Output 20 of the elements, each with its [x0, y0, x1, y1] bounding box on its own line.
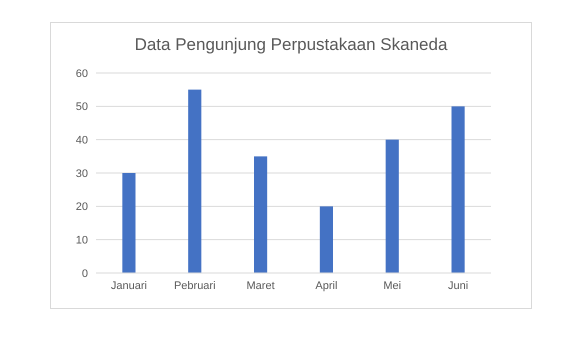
bar — [320, 206, 333, 273]
bar — [122, 173, 136, 273]
x-tick-label: Maret — [246, 280, 275, 292]
y-tick-label: 10 — [76, 234, 88, 247]
y-tick-label: 0 — [82, 268, 88, 280]
x-tick-label: April — [315, 280, 338, 292]
x-tick-label: Pebruari — [174, 280, 216, 292]
y-tick-label: 40 — [76, 134, 88, 147]
y-tick-label: 60 — [76, 68, 88, 80]
y-tick-label: 20 — [76, 201, 88, 214]
bar — [452, 106, 465, 273]
x-tick-label: Januari — [110, 280, 147, 292]
x-tick-label: Mei — [383, 280, 402, 292]
x-tick-label: Juni — [448, 280, 468, 292]
y-tick-label: 50 — [76, 101, 88, 114]
bar — [386, 140, 399, 273]
chart-title: Data Pengunjung Perpustakaan Skaneda — [134, 34, 448, 56]
bar — [254, 156, 268, 273]
bar — [188, 90, 202, 273]
y-tick-label: 30 — [76, 168, 88, 180]
